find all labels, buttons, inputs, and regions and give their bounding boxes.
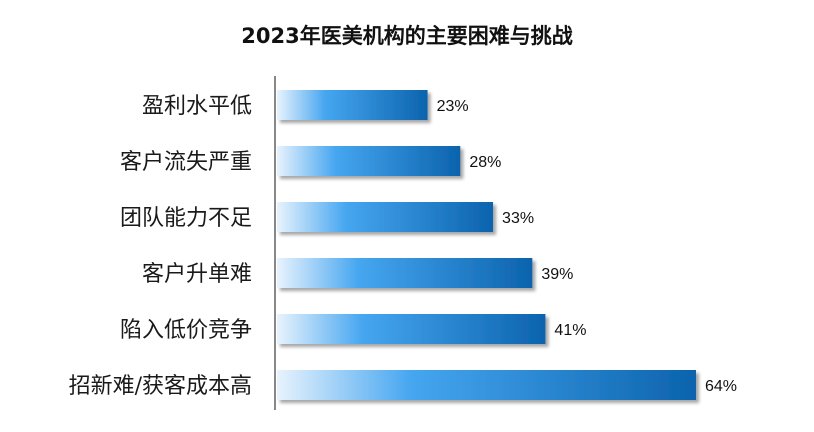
value-label: 23% — [437, 98, 469, 115]
bar-6 — [277, 370, 696, 400]
bar-4 — [277, 258, 533, 288]
value-label: 33% — [502, 210, 534, 227]
category-label: 招新难/获客成本高 — [69, 374, 252, 399]
value-label: 41% — [554, 322, 586, 339]
bar-1 — [277, 90, 428, 120]
bars-group: 盈利水平低 23% 客户流失严重 28% 团队能力不足 33% 客户升单难 39% 陷入低价竞争… — [69, 90, 737, 400]
category-label: 客户流失严重 — [120, 150, 252, 175]
value-label: 64% — [705, 378, 737, 395]
bar-2 — [277, 146, 461, 176]
chart-title: 2023年医美机构的主要困难与挑战 — [241, 24, 572, 48]
value-label: 39% — [541, 266, 573, 283]
value-label: 28% — [469, 154, 501, 171]
category-label: 陷入低价竞争 — [120, 318, 252, 343]
bar-5 — [277, 314, 546, 344]
category-label: 团队能力不足 — [120, 206, 252, 231]
bar-3 — [277, 202, 494, 232]
category-label: 客户升单难 — [142, 262, 252, 287]
category-label: 盈利水平低 — [142, 94, 252, 119]
